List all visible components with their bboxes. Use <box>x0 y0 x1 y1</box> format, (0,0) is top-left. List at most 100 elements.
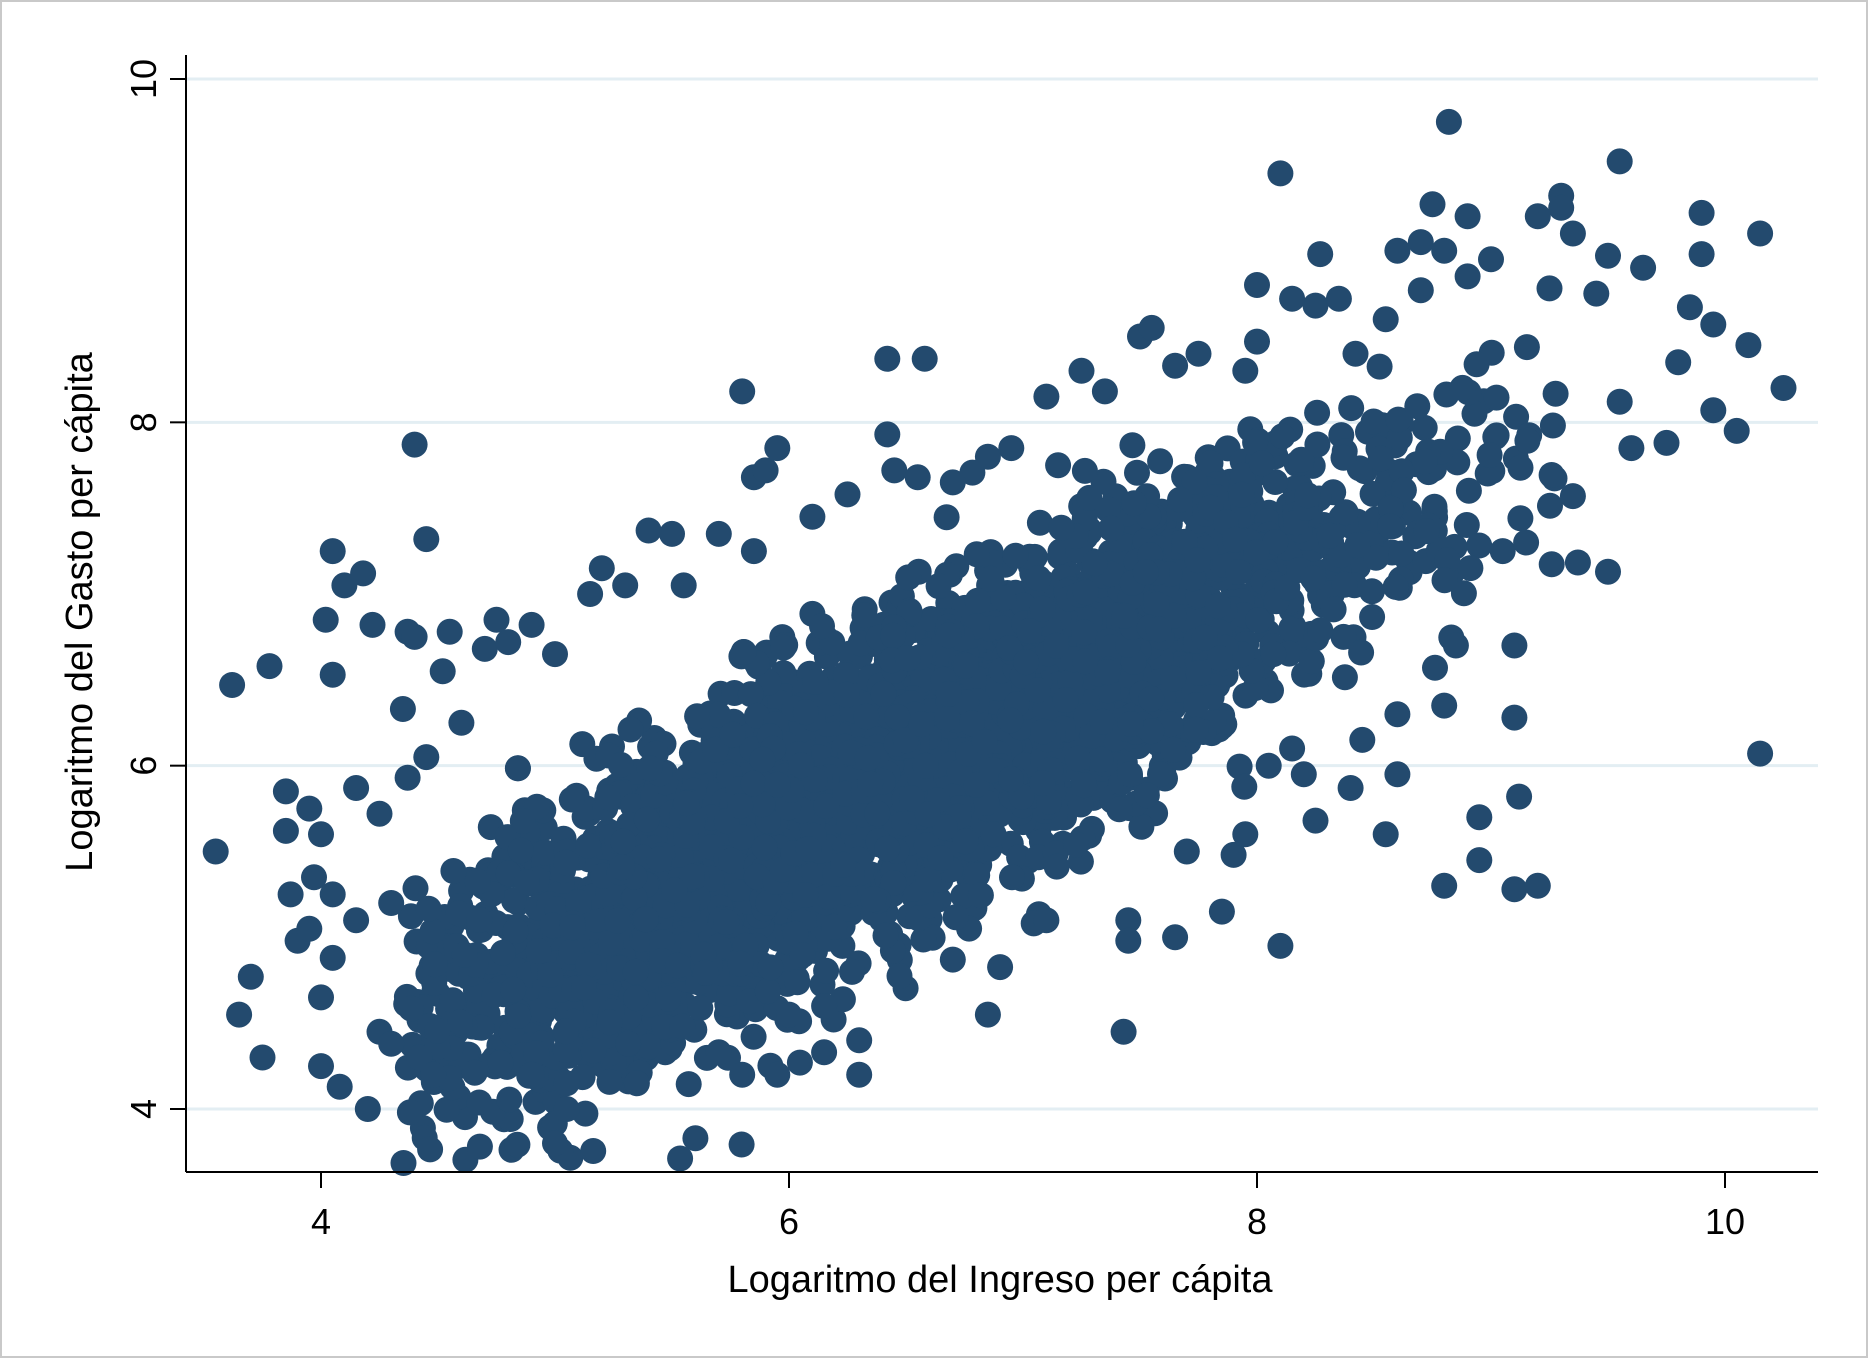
data-point <box>1208 898 1235 925</box>
data-point <box>749 791 776 818</box>
data-point <box>811 1039 838 1066</box>
data-point <box>1025 565 1052 592</box>
data-point <box>1542 380 1569 407</box>
data-point <box>1770 375 1797 401</box>
data-point <box>1138 685 1165 712</box>
data-point <box>1226 753 1253 780</box>
data-point <box>705 520 732 547</box>
data-point <box>1407 229 1434 256</box>
data-point <box>1385 406 1412 433</box>
data-point <box>1316 522 1343 549</box>
data-point <box>963 541 990 568</box>
data-point <box>1089 708 1116 735</box>
data-point <box>219 672 246 698</box>
data-point <box>967 882 994 909</box>
y-tick-label: 10 <box>123 59 164 99</box>
data-point <box>461 1059 488 1086</box>
data-point <box>1390 477 1417 504</box>
data-point <box>870 680 897 707</box>
data-point <box>1307 617 1334 644</box>
data-point <box>1094 659 1121 686</box>
data-point <box>1454 203 1481 230</box>
data-point <box>730 639 757 665</box>
data-point <box>1478 246 1504 273</box>
data-point <box>1676 294 1703 321</box>
y-tick-label: 4 <box>123 1099 164 1119</box>
data-point <box>798 862 825 889</box>
data-point <box>752 457 779 484</box>
data-point <box>628 926 655 953</box>
data-point <box>661 877 688 904</box>
data-point <box>1747 740 1774 767</box>
data-point <box>577 581 604 607</box>
data-point <box>415 895 442 922</box>
data-point <box>664 952 691 979</box>
data-point <box>1162 352 1189 379</box>
data-point <box>312 606 339 633</box>
data-point <box>1453 512 1480 538</box>
data-point <box>1537 492 1563 519</box>
data-point <box>1384 761 1411 788</box>
data-point <box>1337 775 1364 801</box>
data-point <box>1559 483 1586 510</box>
data-point <box>1442 632 1469 659</box>
data-point <box>1747 220 1774 247</box>
data-point <box>729 1061 756 1088</box>
data-point <box>964 587 991 614</box>
data-point <box>500 976 527 1003</box>
data-point <box>1466 532 1493 559</box>
data-point <box>809 613 835 640</box>
data-point <box>1197 450 1224 477</box>
data-point <box>1630 254 1657 281</box>
data-point <box>895 564 922 591</box>
data-point <box>433 1096 460 1123</box>
data-point <box>525 938 552 964</box>
data-point <box>740 538 767 565</box>
data-point <box>553 1096 580 1122</box>
data-point <box>1262 469 1289 495</box>
data-point <box>1359 480 1386 507</box>
data-point <box>1548 194 1575 221</box>
data-point <box>402 875 429 902</box>
data-point <box>880 622 907 649</box>
data-point <box>1248 450 1275 477</box>
data-point <box>1513 529 1540 556</box>
data-point <box>1244 328 1270 355</box>
data-point <box>1466 847 1493 874</box>
data-point <box>1269 423 1296 450</box>
data-point <box>1033 383 1060 410</box>
data-point <box>1342 340 1369 367</box>
data-point <box>1501 876 1528 903</box>
data-point <box>1232 357 1259 384</box>
data-point <box>1228 481 1255 508</box>
data-point <box>301 864 327 891</box>
data-point <box>610 828 637 855</box>
data-point <box>987 954 1014 981</box>
data-point <box>1220 841 1247 868</box>
data-point <box>770 634 797 661</box>
data-point <box>1183 692 1210 718</box>
data-point <box>1524 872 1551 899</box>
data-point <box>1388 540 1415 567</box>
data-point <box>1466 804 1493 831</box>
data-point <box>1431 692 1458 719</box>
data-point <box>952 652 979 679</box>
data-point <box>552 1018 579 1045</box>
data-point <box>655 985 682 1012</box>
data-point <box>1325 285 1352 312</box>
data-point <box>1404 393 1431 420</box>
data-point <box>1372 306 1399 333</box>
data-point <box>935 622 962 649</box>
data-point <box>504 755 531 782</box>
data-point <box>502 918 529 945</box>
data-point <box>727 793 754 819</box>
data-point <box>669 1013 696 1040</box>
data-point <box>684 703 711 730</box>
data-point <box>833 681 860 708</box>
data-point <box>1606 148 1633 175</box>
data-point <box>1507 505 1534 532</box>
data-point <box>1595 242 1621 269</box>
data-point <box>489 939 516 966</box>
data-point <box>1181 468 1208 495</box>
data-point <box>308 984 334 1011</box>
